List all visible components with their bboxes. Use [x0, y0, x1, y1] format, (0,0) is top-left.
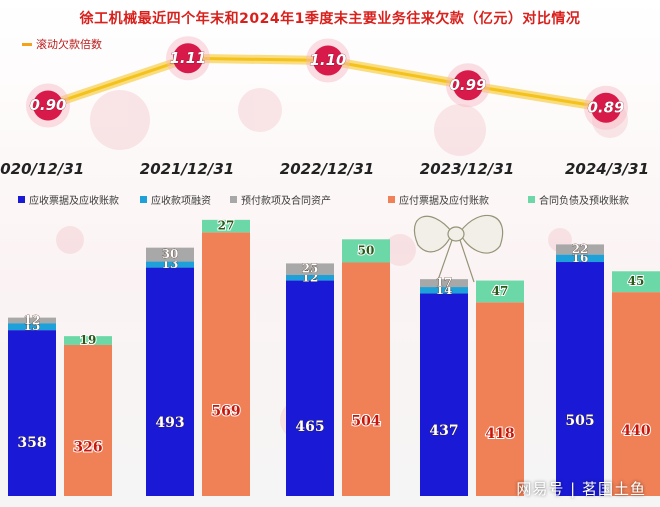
bar-payable-side-2-5 [612, 271, 660, 293]
chart-title: 徐工机械最近四个年末和2024年1季度末主要业务往来欠款（亿元）对比情况 [79, 11, 581, 27]
line-legend-swatch [22, 42, 32, 46]
data-label-payable-side: 45 [628, 274, 645, 288]
ratio-point [591, 92, 621, 123]
ratio-value-label: 1.10 [309, 51, 346, 69]
category-label-4: 2023/12/31 [419, 160, 515, 178]
data-label-payable-side: 440 [621, 423, 650, 439]
legend-label: 预付款项及合同资产 [241, 196, 331, 207]
data-label-receivable-side: 30 [162, 247, 179, 261]
data-label-payable-side: 27 [218, 219, 235, 233]
bar-payable-side-1-5 [612, 292, 660, 496]
ratio-point [173, 43, 203, 74]
data-label-receivable-side: 17 [436, 276, 453, 290]
bow-ornament-icon [413, 214, 504, 283]
legend-label: 应收款项融资 [151, 196, 211, 207]
line-legend: 滚动欠款倍数 [22, 36, 102, 52]
data-label-payable-side: 50 [358, 243, 375, 257]
legend-label: 应付票据及应付账款 [399, 196, 489, 207]
category-label-2: 2021/12/31 [139, 160, 235, 178]
bar-payable-side-1-4 [476, 302, 524, 496]
legend-item-financing: 应收款项融资 [140, 192, 211, 207]
bar-receivable-side-1-2 [146, 267, 194, 496]
bar-receivable-side-2-1 [8, 323, 56, 331]
bar-payable-side-2-1 [64, 336, 112, 345]
category-label-1: 2020/12/31 [0, 160, 85, 178]
bar-payable-side-2-3 [342, 239, 390, 263]
data-label-receivable-side: 493 [155, 415, 184, 431]
bar-receivable-side-1-4 [420, 293, 468, 496]
bar-receivable-side-2-3 [286, 274, 334, 281]
bar-receivable-side-2-2 [146, 261, 194, 268]
ratio-point [453, 70, 483, 101]
ratio-value-label: 0.99 [449, 76, 486, 94]
ratio-value-label: 0.89 [587, 98, 624, 116]
legend-item-prepay: 预付款项及合同资产 [230, 192, 331, 207]
legend-swatch [230, 196, 237, 203]
data-label-receivable-side: 25 [302, 262, 319, 276]
ratio-value-label: 1.11 [169, 49, 206, 67]
legend-item-receivable: 应收票据及应收账款 [18, 192, 119, 207]
data-label-receivable-side: 22 [572, 242, 589, 256]
legend-label: 合同负债及预收账款 [539, 196, 629, 207]
data-label-payable-side: 569 [211, 404, 240, 420]
watermark: 网易号 | 茗国土鱼 [516, 480, 646, 498]
bar-payable-side-2-2 [202, 219, 250, 233]
data-label-payable-side: 504 [351, 413, 380, 429]
data-label-receivable-side: 505 [565, 413, 594, 429]
bar-receivable-side-3-5 [556, 244, 604, 255]
bar-receivable-side-2-5 [556, 254, 604, 263]
data-label-payable-side: 19 [80, 333, 97, 347]
bar-receivable-side-1-3 [286, 280, 334, 496]
line-legend-label: 滚动欠款倍数 [36, 38, 102, 51]
legend-swatch [18, 196, 25, 203]
legend-label: 应收票据及应收账款 [29, 196, 119, 207]
ratio-point [33, 90, 63, 121]
legend-swatch [388, 196, 395, 203]
bar-receivable-side-2-4 [420, 287, 468, 294]
bar-payable-side-1-3 [342, 262, 390, 496]
data-label-receivable-side: 465 [295, 419, 324, 435]
category-label-3: 2022/12/31 [279, 160, 375, 178]
bar-payable-side-1-2 [202, 232, 250, 496]
category-label-5: 2024/3/31 [564, 160, 650, 178]
data-label-receivable-side: 12 [24, 313, 41, 327]
data-label-receivable-side: 358 [17, 435, 46, 451]
data-label-receivable-side: 437 [429, 423, 458, 439]
legend-swatch [140, 196, 147, 203]
data-label-payable-side: 326 [73, 440, 102, 456]
ratio-value-label: 0.90 [29, 96, 66, 114]
bar-receivable-side-1-5 [556, 262, 604, 496]
ratio-point [313, 45, 343, 76]
data-label-payable-side: 418 [485, 426, 514, 442]
legend-swatch [528, 196, 535, 203]
bar-receivable-side-3-3 [286, 263, 334, 275]
bar-receivable-side-3-2 [146, 247, 194, 262]
bar-receivable-side-3-4 [420, 279, 468, 288]
bar-receivable-side-1-1 [8, 330, 56, 496]
legend-item-payable: 应付票据及应付账款 [388, 192, 489, 207]
data-label-payable-side: 47 [492, 284, 509, 298]
bar-payable-side-1-1 [64, 344, 112, 496]
bar-payable-side-2-4 [476, 280, 524, 303]
legend-item-advance: 合同负债及预收账款 [528, 192, 629, 207]
bar-receivable-side-3-1 [8, 317, 56, 324]
